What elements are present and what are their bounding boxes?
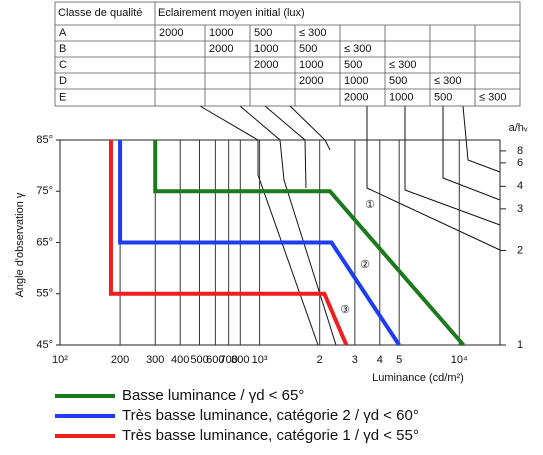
lux-line <box>264 105 307 189</box>
table-frame <box>54 1 521 107</box>
y2-tick-label: 8 <box>517 145 523 157</box>
table-cell: 1000 <box>299 59 323 71</box>
x-tick-label: 10⁴ <box>451 354 468 366</box>
legend-label: Très basse luminance, catégorie 2 / γd <… <box>122 407 419 424</box>
x-axis-title: Luminance (cd/m²) <box>372 372 464 384</box>
legend-label: Très basse luminance, catégorie 1 / γd <… <box>122 427 419 444</box>
illuminance-lines <box>199 105 501 346</box>
y2-tick-label: 4 <box>517 180 523 192</box>
table-cell: ≤ 300 <box>389 59 416 71</box>
x-tick-label: 2 <box>317 354 323 366</box>
table-cell: 2000 <box>299 75 323 87</box>
y2-axis-title: a/hᵥ <box>509 122 528 134</box>
table-cell: 500 <box>254 27 272 39</box>
table-cell: 2000 <box>209 43 233 55</box>
x-tick-label: 10³ <box>252 354 268 366</box>
y-tick-label: 75° <box>36 185 53 197</box>
table-cell: 2000 <box>159 27 183 39</box>
curve <box>108 140 349 346</box>
y-tick-label: 55° <box>36 288 53 300</box>
lux-line <box>462 105 501 173</box>
y-tick-label: 65° <box>36 236 53 248</box>
lux-line <box>199 105 319 346</box>
y2-tick-label: 6 <box>517 157 523 169</box>
table-cell: 1000 <box>344 75 368 87</box>
table-cell: 2000 <box>344 91 368 103</box>
x-tick-label: 4 <box>377 354 383 366</box>
y-axis-title: Angle d'observation γ <box>14 192 26 297</box>
lux-line <box>442 106 501 201</box>
table-cell: ≤ 300 <box>479 91 506 103</box>
y2-tick-label: 2 <box>517 244 523 256</box>
table-row-label: E <box>59 91 66 103</box>
x-tick-label: 5 <box>396 354 402 366</box>
x-tick-label: 10² <box>52 354 68 366</box>
table-cell: ≤ 300 <box>299 27 326 39</box>
y-tick-label: 85° <box>36 134 53 146</box>
table-row-label: C <box>59 59 67 71</box>
table-cell: 500 <box>434 91 452 103</box>
curve <box>153 140 465 347</box>
table-row-label: D <box>59 75 67 87</box>
y2-tick-label: 3 <box>517 203 523 215</box>
table-cell: 1000 <box>389 91 413 103</box>
lux-line <box>239 105 337 346</box>
table-cell: 500 <box>389 75 407 87</box>
table-cell: ≤ 300 <box>434 75 461 87</box>
table-cell: 1000 <box>254 43 278 55</box>
table-cell: 2000 <box>254 59 278 71</box>
table-row-label: A <box>59 27 67 39</box>
x-tick-label: 200 <box>111 354 129 366</box>
lux-line <box>404 106 501 226</box>
y2-tick-label: 1 <box>517 339 523 351</box>
table-cell: 500 <box>299 43 317 55</box>
x-tick-label: 800 <box>231 354 249 366</box>
table-header: Classe de qualité <box>58 7 142 19</box>
x-tick-label: 700 <box>220 354 238 366</box>
x-tick-label: 500 <box>190 354 208 366</box>
x-tick-label: 600 <box>206 354 224 366</box>
x-tick-label: 300 <box>146 354 164 366</box>
curve <box>118 140 401 347</box>
y-tick-label: 45° <box>36 339 53 351</box>
x-tick-label: 400 <box>171 354 189 366</box>
table-cell: 500 <box>344 59 362 71</box>
annotation: ① <box>365 199 375 211</box>
annotation: ② <box>360 259 370 271</box>
lux-line <box>289 105 331 151</box>
x-tick-label: 3 <box>352 354 358 366</box>
table-header: Eclairement moyen initial (lux) <box>158 7 305 19</box>
table-cell: 1000 <box>209 27 233 39</box>
annotation: ③ <box>340 304 350 316</box>
lux-line <box>366 106 501 251</box>
table-cell: ≤ 300 <box>344 43 371 55</box>
legend-label: Basse luminance / γd < 65° <box>122 387 304 404</box>
table-row-label: B <box>59 43 66 55</box>
